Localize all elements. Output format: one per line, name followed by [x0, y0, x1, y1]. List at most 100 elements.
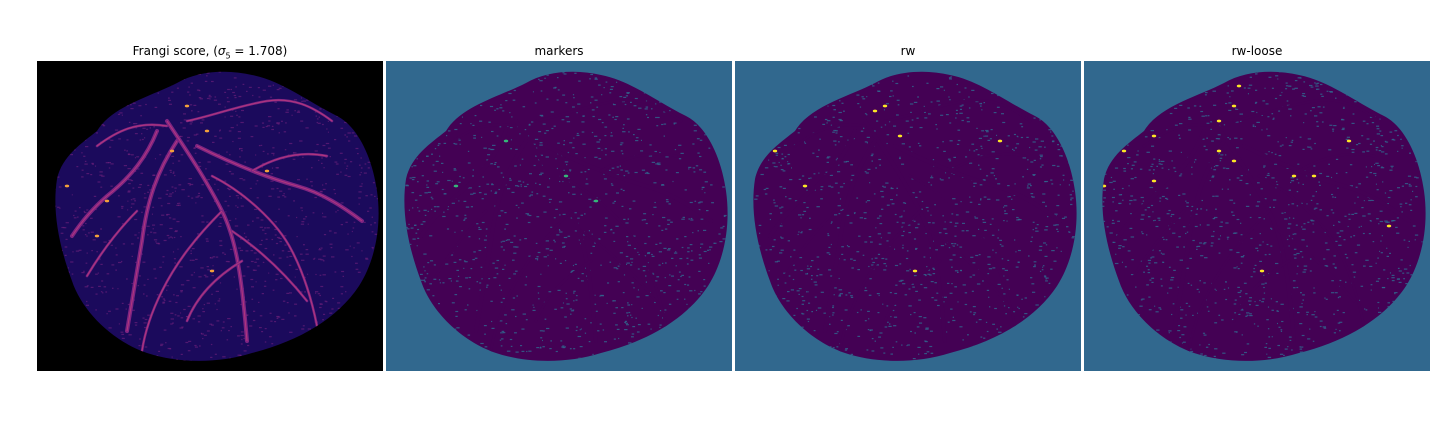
texture-speck	[995, 252, 997, 254]
texture-speck	[1395, 226, 1398, 228]
texture-speck	[1307, 338, 1311, 340]
texture-speck	[498, 215, 501, 217]
texture-speck	[467, 304, 469, 306]
texture-speck	[1331, 292, 1335, 294]
texture-speck	[257, 265, 260, 267]
texture-speck	[1291, 349, 1293, 351]
texture-speck	[783, 144, 787, 146]
texture-speck	[259, 243, 263, 246]
texture-speck	[412, 238, 416, 240]
texture-speck	[558, 229, 560, 231]
texture-speck	[320, 191, 323, 193]
texture-speck	[189, 104, 193, 106]
highlight-spot	[209, 269, 215, 273]
texture-speck	[1353, 235, 1356, 237]
texture-speck	[252, 319, 256, 322]
texture-speck	[187, 350, 191, 352]
texture-speck	[877, 90, 881, 92]
texture-speck	[1254, 301, 1256, 303]
texture-speck	[1303, 265, 1308, 267]
texture-speck	[968, 107, 971, 109]
texture-speck	[1319, 172, 1323, 175]
texture-speck	[637, 128, 641, 130]
texture-speck	[478, 192, 482, 194]
texture-speck	[191, 248, 195, 250]
texture-speck	[869, 182, 871, 184]
texture-speck	[524, 238, 527, 240]
texture-speck	[718, 233, 721, 235]
texture-speck	[1035, 227, 1038, 229]
texture-speck	[1275, 75, 1279, 77]
texture-speck	[929, 274, 932, 276]
texture-speck	[1178, 236, 1181, 238]
texture-speck	[131, 243, 134, 245]
texture-speck	[631, 282, 634, 284]
texture-speck	[619, 165, 621, 167]
texture-speck	[1215, 165, 1219, 167]
texture-speck	[680, 152, 684, 154]
texture-speck	[581, 280, 584, 282]
texture-speck	[496, 259, 500, 262]
texture-speck	[573, 97, 575, 99]
texture-speck	[952, 198, 956, 200]
texture-speck	[780, 237, 784, 239]
texture-speck	[883, 186, 886, 188]
texture-speck	[240, 121, 244, 124]
texture-speck	[472, 169, 474, 171]
texture-speck	[86, 252, 88, 254]
texture-speck	[274, 321, 277, 323]
texture-speck	[90, 231, 94, 233]
texture-speck	[500, 332, 504, 334]
texture-speck	[318, 159, 320, 161]
texture-speck	[912, 85, 914, 88]
texture-speck	[802, 214, 805, 216]
texture-speck	[604, 126, 608, 128]
texture-speck	[232, 140, 234, 143]
texture-speck	[188, 340, 192, 342]
vessel	[823, 139, 877, 333]
texture-speck	[972, 235, 976, 237]
texture-speck	[681, 246, 684, 249]
texture-speck	[829, 174, 833, 176]
texture-speck	[713, 242, 715, 244]
texture-speck	[801, 175, 805, 177]
texture-speck	[491, 327, 495, 329]
texture-speck	[1133, 161, 1137, 163]
texture-speck	[857, 335, 861, 337]
texture-speck	[890, 90, 893, 92]
texture-speck	[699, 201, 703, 203]
texture-speck	[478, 185, 481, 188]
texture-speck	[1389, 131, 1393, 133]
texture-speck	[131, 154, 134, 156]
texture-speck	[868, 236, 872, 238]
texture-speck	[1344, 215, 1347, 217]
texture-speck	[952, 245, 955, 247]
texture-speck	[1032, 291, 1036, 293]
texture-speck	[626, 118, 630, 120]
texture-speck	[1240, 309, 1244, 311]
texture-speck	[646, 172, 650, 175]
texture-speck	[432, 164, 435, 166]
texture-speck	[548, 291, 552, 293]
texture-speck	[635, 137, 639, 139]
texture-speck	[115, 308, 119, 310]
texture-speck	[433, 170, 437, 172]
texture-speck	[277, 108, 280, 110]
texture-speck	[206, 330, 210, 332]
texture-speck	[85, 304, 89, 306]
vessel	[893, 144, 1062, 223]
texture-speck	[455, 215, 459, 217]
texture-speck	[321, 157, 323, 159]
texture-speck	[276, 236, 280, 239]
texture-speck	[329, 312, 333, 314]
panel-title-rw: rw	[900, 44, 916, 58]
texture-speck	[171, 237, 173, 239]
texture-speck	[598, 238, 600, 240]
texture-speck	[513, 252, 517, 254]
texture-speck	[83, 155, 86, 157]
texture-speck	[413, 165, 417, 167]
texture-speck	[1354, 212, 1358, 214]
texture-speck	[663, 123, 667, 125]
texture-speck	[796, 307, 798, 310]
texture-speck	[864, 113, 867, 115]
